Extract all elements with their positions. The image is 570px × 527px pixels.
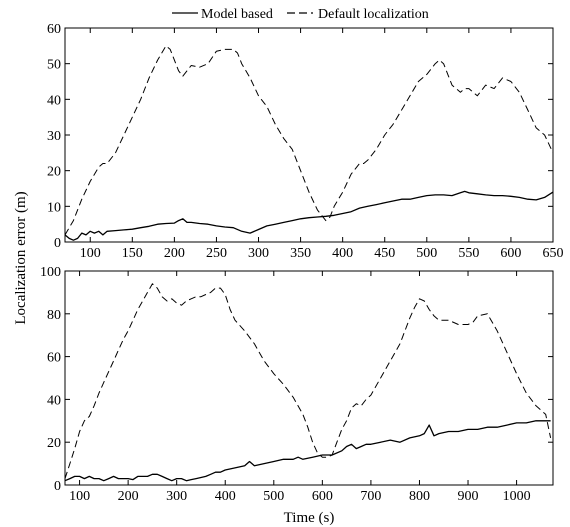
- bottom-panel-x-tick-label: 900: [458, 489, 479, 504]
- top-panel-y-tick-label: 40: [47, 93, 61, 108]
- top-panel-y-tick-label: 60: [47, 22, 61, 37]
- bottom-panel-y-tick-label: 40: [47, 393, 61, 408]
- bottom-panel-frame: [64, 270, 554, 486]
- top-panel-x-tick-label: 200: [164, 246, 185, 261]
- bottom-panel-series-model-based: [64, 420, 551, 482]
- bottom-panel-x-tick-label: 100: [69, 489, 90, 504]
- top-panel-x-tick-label: 150: [122, 246, 143, 261]
- bottom-panel-y-tick-label: 100: [40, 265, 61, 280]
- bottom-panel-ticks: 100 200 300 400 500 600 700 800 900 1000 0 20 40 60 80…: [40, 265, 553, 504]
- top-panel-frame: [64, 27, 554, 243]
- y-axis-label: Localization error (m): [13, 191, 29, 324]
- top-panel-series-model-based: [64, 190, 554, 241]
- top-panel-y-tick-label: 30: [47, 129, 61, 144]
- top-panel-ticks: 100 150 200 250 300 350 400 450 500 550 600 650 0 10 2…: [47, 22, 564, 261]
- bottom-panel-x-tick-label: 200: [118, 489, 139, 504]
- top-panel-y-tick-label: 10: [47, 200, 61, 215]
- top-panel-y-tick-label: 20: [47, 165, 61, 180]
- top-panel-x-tick-label: 550: [458, 246, 479, 261]
- bottom-panel-x-tick-label: 500: [263, 489, 284, 504]
- top-panel-x-tick-label: 100: [80, 246, 101, 261]
- bottom-panel-x-tick-label: 400: [215, 489, 236, 504]
- bottom-panel-series: [64, 283, 552, 482]
- top-panel-x-tick-label: 400: [332, 246, 353, 261]
- bottom-panel-y-tick-label: 60: [47, 351, 61, 366]
- bottom-panel-x-tick-label: 700: [360, 489, 381, 504]
- top-panel-y-tick-label: 50: [47, 58, 61, 73]
- bottom-panel-y-tick-label: 20: [47, 436, 61, 451]
- bottom-panel-y-tick-label: 80: [47, 308, 61, 323]
- legend-label-model-based: Model based: [201, 7, 273, 22]
- top-panel-series-default-localization: [64, 45, 554, 236]
- bottom-panel-x-tick-label: 1000: [503, 489, 531, 504]
- bottom-panel-y-tick-label: 0: [54, 479, 61, 494]
- bottom-panel-x-tick-label: 600: [312, 489, 333, 504]
- top-panel-x-tick-label: 650: [543, 246, 564, 261]
- top-panel-x-tick-label: 450: [374, 246, 395, 261]
- top-panel-y-tick-label: 0: [54, 236, 61, 251]
- legend-label-default-localization: Default localization: [318, 7, 429, 22]
- legend: Model based Default localization: [172, 7, 429, 22]
- bottom-panel: 100 200 300 400 500 600 700 800 900 1000 0 20 40 60 80…: [40, 265, 554, 504]
- top-panel-x-tick-label: 250: [206, 246, 227, 261]
- bottom-panel-series-default-localization: [64, 283, 552, 479]
- top-panel: 100 150 200 250 300 350 400 450 500 550 600 650 0 10 2…: [47, 22, 564, 261]
- bottom-panel-x-tick-label: 800: [409, 489, 430, 504]
- top-panel-x-tick-label: 600: [500, 246, 521, 261]
- top-panel-x-tick-label: 500: [416, 246, 437, 261]
- top-panel-x-tick-label: 300: [248, 246, 269, 261]
- x-axis-label: Time (s): [284, 510, 335, 526]
- top-panel-series: [64, 45, 554, 241]
- bottom-panel-x-tick-label: 300: [166, 489, 187, 504]
- top-panel-x-tick-label: 350: [290, 246, 311, 261]
